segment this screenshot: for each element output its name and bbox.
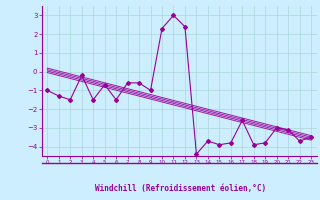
Text: Windchill (Refroidissement éolien,°C): Windchill (Refroidissement éolien,°C)	[95, 184, 266, 192]
